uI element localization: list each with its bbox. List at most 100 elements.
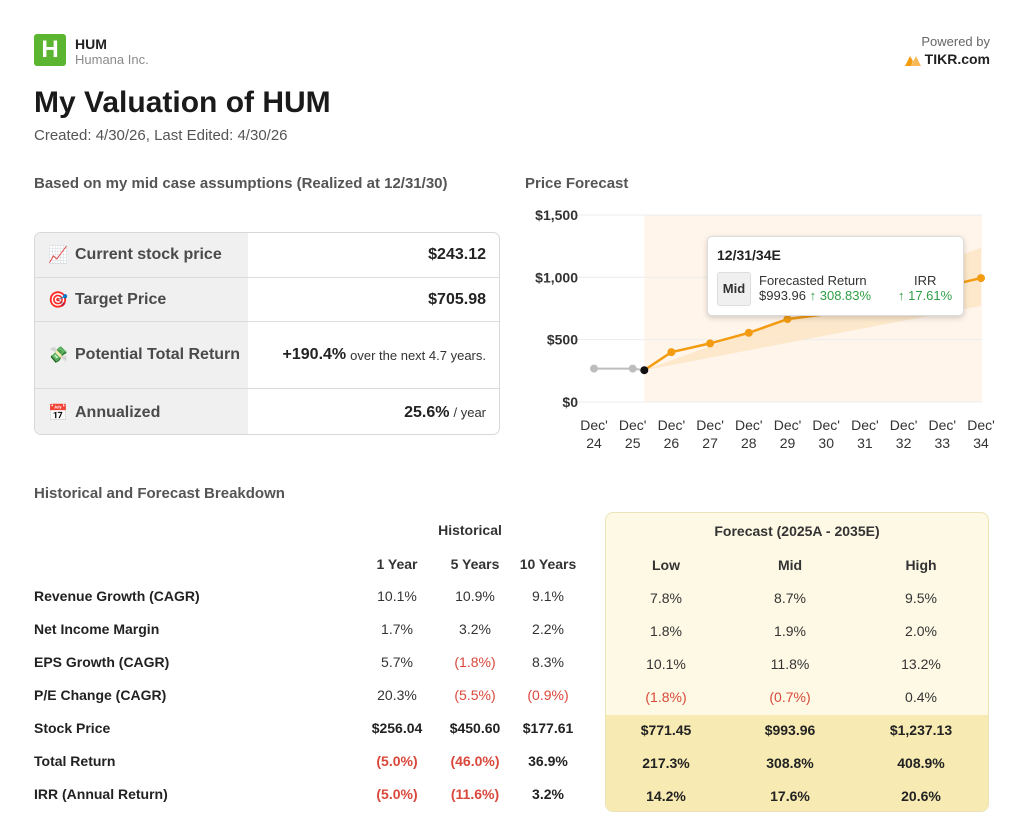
table-cell: 36.9% [528, 753, 568, 769]
forecast-header: Forecast (2025A - 2035E) [714, 523, 880, 539]
y-tick-label: $500 [547, 332, 578, 348]
money-wings-icon: 💸 [48, 347, 68, 364]
company-name: Humana Inc. [75, 52, 149, 67]
table-cell: 17.6% [770, 788, 810, 804]
table-cell: 9.5% [905, 590, 937, 606]
tooltip-irr-label: IRR [914, 273, 937, 288]
table-cell: 1.8% [650, 623, 682, 639]
table-cell: 408.9% [897, 755, 945, 771]
forecast-highlight [606, 715, 988, 811]
table-cell: 20.3% [377, 687, 417, 703]
x-tick-label: Dec' [696, 417, 724, 433]
summary-row-current-price: 📈 Current stock price $243.12 [35, 233, 499, 277]
summary-row-target-price: 🎯 Target Price $705.98 [35, 277, 499, 321]
y-tick-label: $1,000 [535, 269, 578, 285]
table-cell: 3.2% [459, 621, 491, 637]
summary-value: $705.98 [428, 290, 486, 308]
row-label: Total Return [34, 753, 116, 769]
tooltip-case-badge: Mid [717, 272, 751, 306]
tooltip-forecasted-price: $993.96 [759, 288, 806, 303]
summary-label: Potential Total Return [75, 346, 241, 363]
table-cell: (46.0%) [450, 753, 500, 769]
data-point [977, 274, 985, 283]
summary-row-annualized: 📅 Annualized 25.6% / year [35, 388, 499, 434]
tooltip-forecasted-return: $993.96 ↑ 308.83% [759, 288, 871, 303]
tooltip-date: 12/31/34E [717, 247, 781, 263]
summary-label: Target Price [75, 290, 167, 308]
tikr-brand-link[interactable]: TIKR.com [904, 51, 990, 67]
summary-label: Annualized [75, 403, 161, 421]
tikr-brand-text: TIKR.com [924, 51, 990, 67]
table-cell: 2.0% [905, 623, 937, 639]
table-cell: (0.7%) [769, 689, 811, 705]
chart-increasing-icon: 📈 [48, 247, 68, 264]
company-logo: H [34, 34, 66, 66]
valuation-summary-card: 📈 Current stock price $243.12 🎯 Target Pri… [34, 232, 500, 435]
table-cell: (5.5%) [454, 687, 496, 703]
table-cell: (1.8%) [454, 654, 496, 670]
table-cell: 10.1% [646, 656, 686, 672]
summary-value: 25.6% [404, 403, 450, 421]
powered-by-label: Powered by [921, 34, 990, 49]
tooltip-irr-value: ↑ 17.61% [898, 288, 953, 303]
table-cell: 9.1% [532, 588, 564, 604]
x-tick-label: 30 [818, 435, 834, 451]
table-cell: 14.2% [646, 788, 686, 804]
table-cell: (5.0%) [376, 786, 418, 802]
row-label: EPS Growth (CAGR) [34, 654, 170, 670]
summary-value: +190.4% [282, 346, 347, 363]
table-cell: $1,237.13 [889, 722, 953, 738]
data-point [744, 328, 753, 337]
column-header: Low [652, 557, 680, 573]
calendar-icon: 📅 [48, 404, 68, 422]
table-cell: 10.1% [377, 588, 417, 604]
y-tick-label: $0 [562, 394, 578, 410]
table-cell: 2.2% [532, 621, 564, 637]
table-cell: $450.60 [449, 720, 501, 736]
x-tick-label: 32 [896, 435, 912, 451]
x-tick-label: Dec' [580, 417, 608, 433]
x-tick-label: 26 [664, 435, 680, 451]
row-label: Revenue Growth (CAGR) [34, 588, 200, 604]
column-header: High [905, 557, 937, 573]
historical-header: Historical [438, 522, 502, 538]
table-cell: 3.2% [532, 786, 564, 802]
table-cell: $256.04 [371, 720, 423, 736]
table-cell: 1.7% [381, 621, 413, 637]
row-label: IRR (Annual Return) [34, 786, 168, 802]
y-tick-label: $1,500 [535, 207, 578, 223]
table-cell: $771.45 [640, 722, 692, 738]
data-point [706, 339, 715, 348]
x-tick-label: 27 [702, 435, 718, 451]
page-title: My Valuation of HUM [34, 86, 331, 119]
summary-heading: Based on my mid case assumptions (Realiz… [34, 175, 448, 192]
table-cell: 11.8% [770, 656, 810, 672]
x-tick-label: Dec' [851, 417, 879, 433]
row-label: P/E Change (CAGR) [34, 687, 167, 703]
x-tick-label: Dec' [967, 417, 995, 433]
ticker-symbol: HUM [75, 36, 107, 52]
x-tick-label: Dec' [890, 417, 918, 433]
page-subtitle: Created: 4/30/26, Last Edited: 4/30/26 [34, 127, 288, 144]
summary-label: Current stock price [75, 246, 222, 263]
table-cell: 8.7% [774, 590, 806, 606]
chart-tooltip: 12/31/34E Mid Forecasted Return $993.96 … [707, 236, 964, 316]
column-header: 5 Years [450, 556, 500, 572]
table-cell: 1.9% [774, 623, 806, 639]
column-header: 10 Years [519, 556, 577, 572]
table-cell: 217.3% [642, 755, 690, 771]
x-tick-label: Dec' [735, 417, 763, 433]
table-cell: 5.7% [381, 654, 413, 670]
x-tick-label: 34 [973, 435, 989, 451]
x-tick-label: 28 [741, 435, 757, 451]
price-forecast-heading: Price Forecast [525, 175, 629, 192]
summary-value-suffix: over the next 4.7 years. [350, 347, 486, 363]
table-cell: (1.8%) [645, 689, 687, 705]
x-tick-label: Dec' [929, 417, 957, 433]
data-point [667, 348, 676, 357]
table-cell: 0.4% [905, 689, 937, 705]
summary-value: $243.12 [428, 246, 486, 263]
table-cell: 10.9% [455, 588, 495, 604]
data-point [783, 315, 792, 324]
x-tick-label: 25 [625, 435, 641, 451]
